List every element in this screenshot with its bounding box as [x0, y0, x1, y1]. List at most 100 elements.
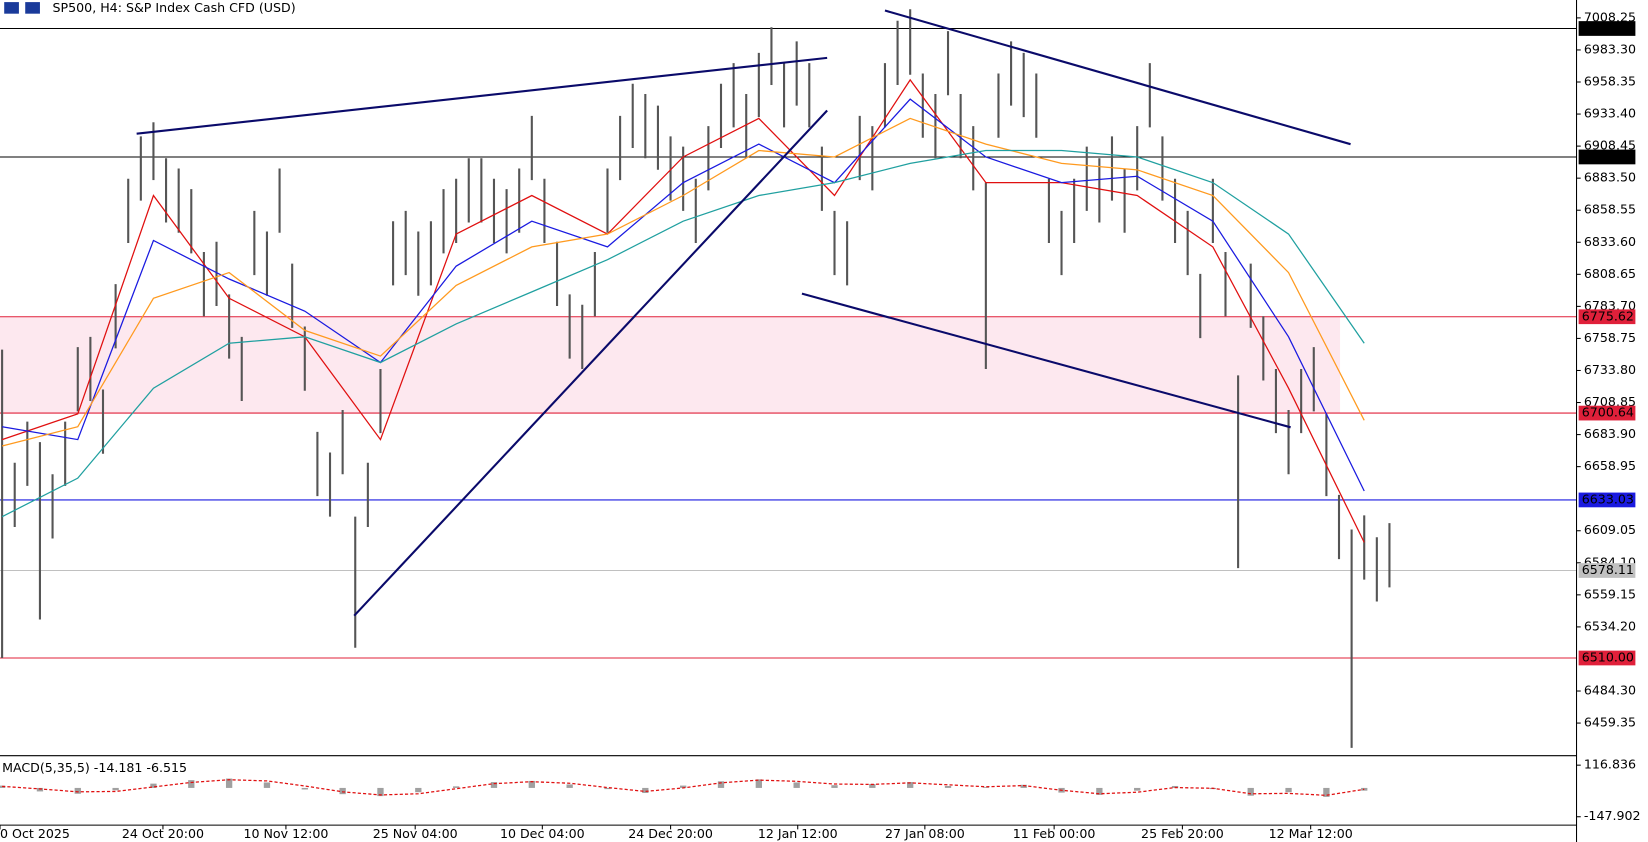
y-tick-label: 6908.45 — [1584, 138, 1636, 153]
macd-bar — [793, 782, 800, 788]
level-label: 6578.11 — [1582, 562, 1634, 577]
macd-bar — [604, 787, 611, 790]
x-tick-label: 24 Oct 20:00 — [122, 826, 204, 841]
macd-bar — [528, 780, 535, 788]
macd-bar — [1323, 787, 1330, 797]
macd-bar — [188, 780, 195, 788]
y-tick-label: 6733.80 — [1584, 362, 1636, 377]
level-label: 6775.62 — [1582, 308, 1634, 323]
y-tick-label: 6883.50 — [1584, 170, 1636, 185]
level-label: 6510.00 — [1582, 649, 1634, 664]
moving-average — [1, 78, 1365, 543]
y-tick-label: 6658.95 — [1584, 458, 1636, 473]
macd-bar — [680, 785, 687, 788]
x-tick-label: 12 Mar 12:00 — [1269, 826, 1353, 841]
y-tick-label: 6609.05 — [1584, 522, 1636, 537]
level-label-box — [1578, 492, 1636, 508]
macd-bar — [566, 784, 573, 788]
moving-average — [1, 149, 1365, 518]
macd-layer: 116.836 -147.902 — [0, 757, 1641, 823]
macd-bar — [1285, 787, 1292, 793]
macd-bar — [225, 778, 233, 788]
y-tick-label: 6534.20 — [1584, 618, 1636, 633]
macd-bar — [377, 787, 384, 797]
zone — [0, 316, 1341, 414]
y-tick-label: -147.902 — [1584, 808, 1641, 823]
level-layer — [0, 27, 1577, 659]
x-tick-label: 24 Dec 20:00 — [628, 826, 713, 841]
macd-bar — [339, 787, 346, 795]
trend-line — [353, 109, 828, 617]
x-tick-label: 25 Nov 04:00 — [373, 826, 458, 841]
macd-bar — [1096, 787, 1103, 795]
level-label-box — [1578, 650, 1636, 666]
macd-bar — [301, 787, 308, 790]
macd-bar — [112, 787, 119, 791]
level-label-box — [1578, 405, 1636, 421]
y-tick-label: 6933.40 — [1584, 106, 1636, 121]
y-tick-label: 6758.75 — [1584, 330, 1636, 345]
macd-title: MACD(5,35,5) -14.181 -6.515 — [2, 760, 187, 775]
macd-bar — [74, 787, 81, 794]
trend-line — [801, 292, 1291, 429]
macd-bar — [944, 785, 952, 788]
level-label-box — [1578, 149, 1636, 165]
chart-title: SP500, H4: S&P Index Cash CFD (USD) — [53, 0, 296, 15]
macd-bar — [831, 785, 838, 788]
macd-signal — [2, 779, 1365, 796]
trend-line — [884, 9, 1351, 146]
y-tick-label: 6983.30 — [1584, 41, 1636, 56]
macd-bar — [1020, 784, 1027, 788]
x-tick-label: 25 Feb 20:00 — [1141, 826, 1224, 841]
level-label: 6633.03 — [1582, 491, 1634, 506]
y-tick-label: 6459.35 — [1584, 715, 1636, 730]
moving-average — [1, 98, 1365, 492]
level-label-box — [1578, 21, 1636, 36]
macd-bar — [907, 782, 914, 788]
macd-bar — [1361, 787, 1368, 791]
x-tick-label: 11 Feb 00:00 — [1013, 826, 1096, 841]
level-label: 6900.00 — [1582, 148, 1634, 163]
moving-average — [1, 117, 1365, 447]
macd-bar — [263, 782, 271, 788]
level-label: 7000.00 — [1582, 20, 1634, 35]
y-tick-label: 6783.70 — [1584, 298, 1636, 313]
macd-bar — [642, 787, 649, 793]
trend-lines — [136, 9, 1351, 617]
icon — [4, 2, 19, 14]
x-tick-label: 12 Jan 12:00 — [758, 826, 838, 841]
macd-bar — [490, 782, 498, 788]
bars-layer — [1, 9, 1391, 748]
trend-line — [136, 56, 828, 135]
y-tick-label: 6559.15 — [1584, 586, 1636, 601]
macd-bar — [1247, 787, 1254, 796]
y-tick-label: 6808.65 — [1584, 266, 1636, 281]
y-tick-label: 6833.60 — [1584, 234, 1636, 249]
level-label: 6700.64 — [1582, 405, 1634, 420]
y-tick-label: 6683.90 — [1584, 426, 1636, 441]
axis-layer: 7008.25 6983.30 6958.35 6933.40 6908.45 6883.… — [0, 9, 1636, 841]
x-tick-label: 10 Dec 04:00 — [500, 826, 585, 841]
icon — [25, 2, 40, 14]
x-tick-label: 27 Jan 08:00 — [885, 826, 965, 841]
y-tick-label: 6484.30 — [1584, 683, 1636, 698]
macd-bar — [755, 779, 762, 788]
macd-bar — [1134, 787, 1141, 791]
y-tick-label: 116.836 — [1584, 757, 1636, 772]
macd-bar — [415, 787, 422, 793]
macd-bar — [150, 783, 157, 788]
macd-bar — [452, 786, 460, 788]
level-label-box — [1578, 309, 1636, 325]
macd-bar — [717, 781, 725, 788]
macd-bar — [869, 784, 876, 788]
y-tick-label: 6958.35 — [1584, 73, 1636, 88]
y-tick-label: 6708.85 — [1584, 394, 1636, 409]
level-label-box — [1578, 563, 1636, 578]
macd-bar — [982, 787, 990, 788]
y-tick-label: 6858.55 — [1584, 202, 1636, 217]
y-tick-label: 7008.25 — [1584, 9, 1636, 24]
x-tick-label: 0 Oct 2025 — [0, 826, 70, 841]
ma-layer — [1, 78, 1365, 543]
